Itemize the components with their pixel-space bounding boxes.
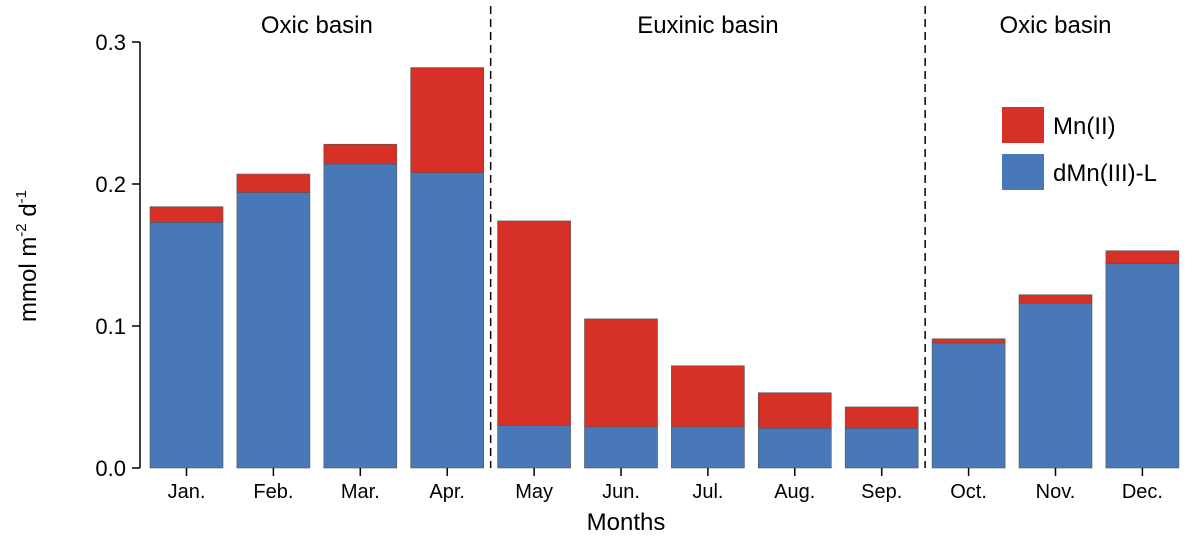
bar-mn-ii-nov bbox=[1018, 294, 1093, 304]
x-tick-label-oct: Oct. bbox=[950, 481, 987, 503]
y-axis: 0.0 0.1 0.2 0.3 bbox=[95, 30, 141, 481]
y-tick-label-0: 0.0 bbox=[95, 456, 126, 481]
x-tick-label-nov: Nov. bbox=[1036, 481, 1076, 503]
bar-mn-ii-jan bbox=[149, 206, 224, 223]
x-tick-label-jul: Jul. bbox=[692, 481, 723, 503]
bar-mn-ii-sep bbox=[844, 406, 919, 429]
bar-dmn-iii-l-apr bbox=[410, 172, 485, 469]
legend-label-mn-ii: Mn(II) bbox=[1053, 113, 1116, 140]
x-tick-label-may: May bbox=[515, 481, 553, 503]
bar-mn-ii-may bbox=[497, 220, 571, 426]
bar-dmn-iii-l-nov bbox=[1018, 302, 1093, 469]
region-dividers bbox=[489, 6, 926, 468]
y-tick-label-1: 0.1 bbox=[95, 314, 126, 339]
x-tick-label-jan: Jan. bbox=[168, 481, 206, 503]
region-labels: Oxic basin Euxinic basin Oxic basin bbox=[261, 12, 1112, 39]
bar-dmn-iii-l-mar bbox=[323, 163, 398, 469]
bar-dmn-iii-l-sep bbox=[844, 427, 919, 469]
bar-mn-ii-jun bbox=[584, 318, 658, 428]
x-tick-label-sep: Sep. bbox=[861, 481, 902, 503]
y-axis-title: mmol m-2 d-1 bbox=[13, 190, 42, 322]
region-label-2: Oxic basin bbox=[999, 12, 1111, 39]
x-tick-label-apr: Apr. bbox=[429, 481, 465, 503]
bar-dmn-iii-l-jul bbox=[671, 426, 745, 469]
bar-mn-ii-apr bbox=[410, 67, 485, 173]
legend: Mn(II) dMn(III)-L bbox=[1002, 107, 1157, 190]
legend-swatch-mn-ii bbox=[1002, 107, 1044, 143]
bar-dmn-iii-l-aug bbox=[757, 427, 832, 469]
bar-dmn-iii-l-feb bbox=[236, 192, 311, 469]
legend-label-dmn-iii-l: dMn(III)-L bbox=[1053, 160, 1157, 187]
x-axis-title: Months bbox=[587, 509, 666, 536]
x-axis: Jan. Feb. Mar. Apr. May Jun. Jul. Aug. Sep. Oct. N… bbox=[168, 468, 1163, 503]
bar-dmn-iii-l-oct bbox=[931, 342, 1006, 469]
x-tick-label-aug: Aug. bbox=[774, 481, 815, 503]
bar-mn-ii-aug bbox=[757, 392, 832, 429]
x-tick-label-jun: Jun. bbox=[602, 481, 640, 503]
bar-dmn-iii-l-dec bbox=[1105, 263, 1180, 469]
bar-dmn-iii-l-jan bbox=[149, 222, 224, 469]
bar-mn-ii-jul bbox=[671, 365, 745, 428]
bar-mn-ii-feb bbox=[236, 173, 311, 193]
bars bbox=[149, 67, 1180, 469]
bar-mn-ii-oct bbox=[931, 338, 1006, 344]
x-tick-label-dec: Dec. bbox=[1122, 481, 1163, 503]
bar-mn-ii-dec bbox=[1105, 250, 1180, 264]
legend-swatch-dmn-iii-l bbox=[1002, 154, 1044, 190]
x-tick-label-mar: Mar. bbox=[341, 481, 380, 503]
y-tick-label-3: 0.3 bbox=[95, 30, 126, 55]
bar-dmn-iii-l-may bbox=[497, 425, 571, 469]
region-label-0: Oxic basin bbox=[261, 12, 373, 39]
x-tick-label-feb: Feb. bbox=[253, 481, 293, 503]
bar-dmn-iii-l-jun bbox=[584, 426, 658, 469]
bar-mn-ii-mar bbox=[323, 143, 398, 165]
y-tick-label-2: 0.2 bbox=[95, 172, 126, 197]
region-label-1: Euxinic basin bbox=[637, 12, 778, 39]
